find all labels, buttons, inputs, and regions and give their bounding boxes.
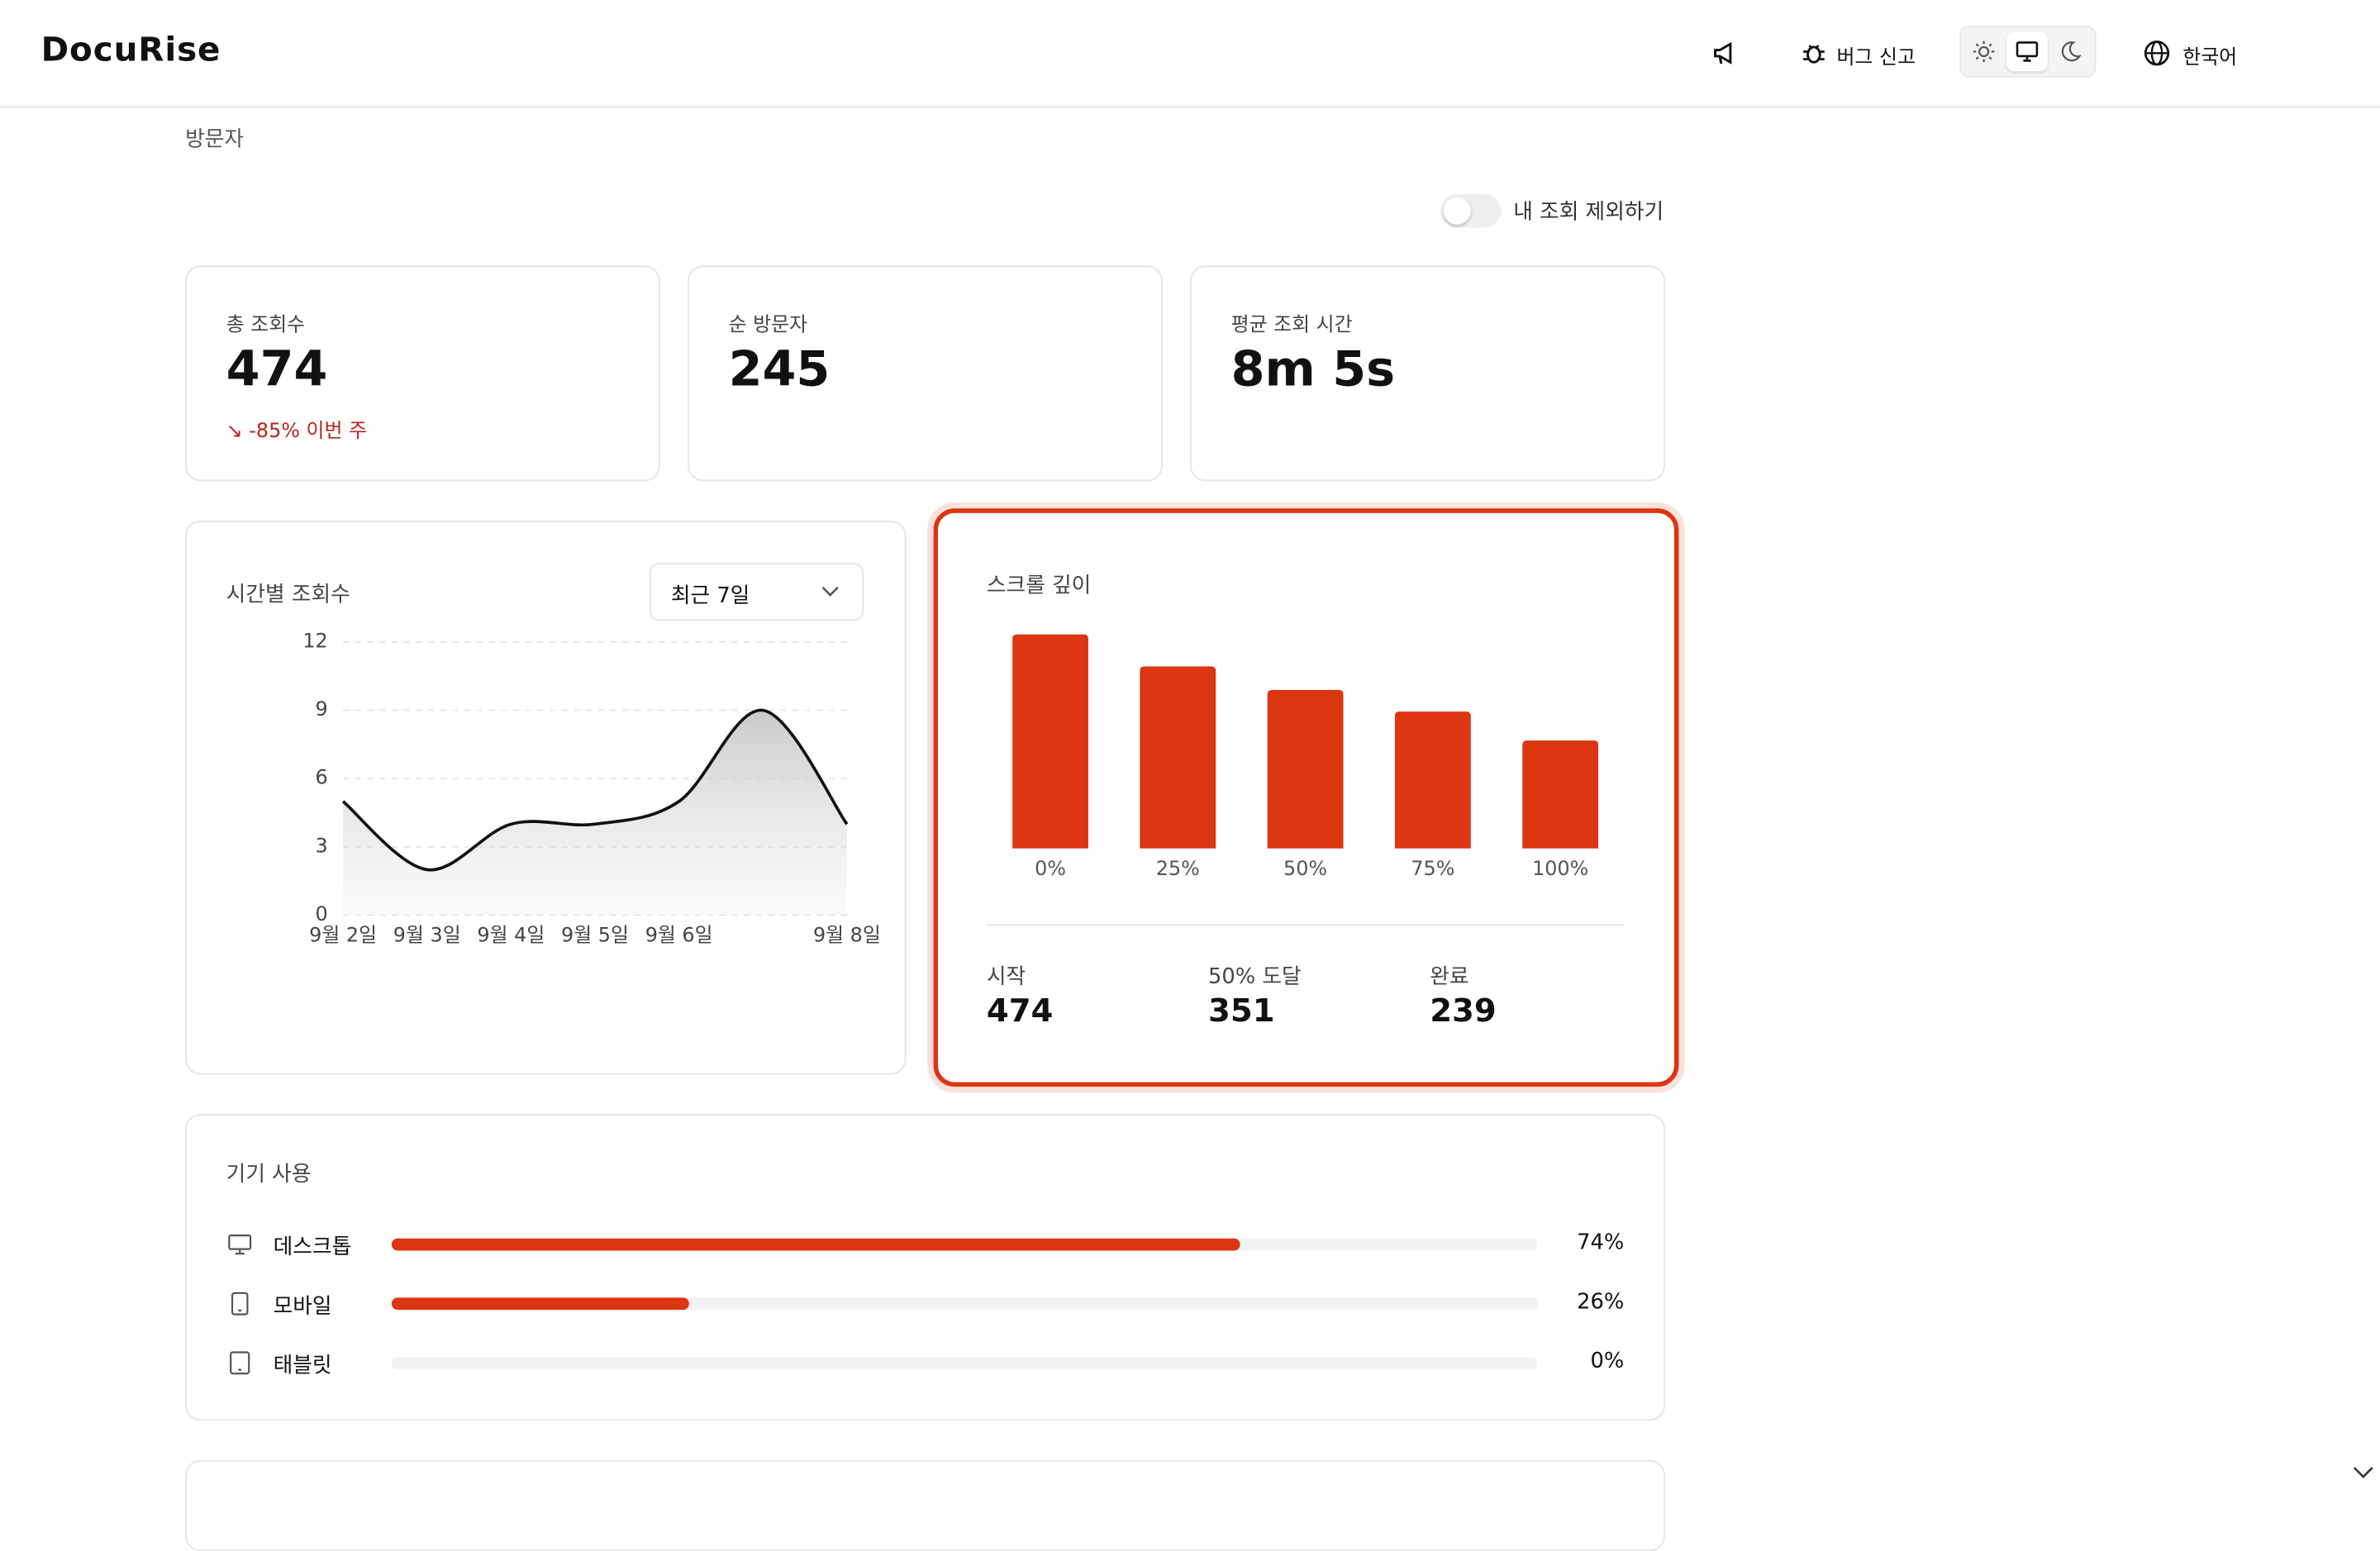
x-tick-label: 0% [1035,857,1066,880]
x-tick-label: 9월 6일 [645,924,713,947]
bar [1522,740,1599,849]
device-icon [228,1232,252,1256]
toggle-label: 내 조회 제외하기 [1513,200,1664,225]
scroll-stat-value: 351 [1208,992,1275,1030]
device-name: 모바일 [273,1294,332,1320]
bug-icon[interactable] [1800,40,1827,67]
stat-label: 평균 조회 시간 [1230,314,1353,337]
stat-change: ↘ -85% 이번 주 [226,420,368,444]
device-track [391,1297,1538,1311]
toggle[interactable] [1440,194,1502,228]
x-tick-label: 9월 4일 [477,924,545,947]
device-icon [228,1292,252,1315]
stat-change-text: -85% 이번 주 [249,420,368,444]
stat-card: 평균 조회 시간 8m 5s [1190,265,1665,482]
y-tick-label: 6 [316,766,328,789]
chart-title: 스크롤 깊이 [986,573,1092,598]
y-tick-label: 3 [316,834,328,857]
device-bar [391,1297,690,1311]
bar [1012,634,1088,849]
x-tick-label: 9월 2일 [309,924,377,947]
bug-report[interactable]: 버그 신고 [1836,46,1916,70]
x-tick-label: 100% [1532,857,1588,880]
bar [1140,666,1216,849]
x-tick-label: 9월 3일 [393,924,461,947]
scroll-stat-label: 시작 [986,965,1026,990]
device-track [391,1238,1538,1251]
scroll-stat-label: 50% 도달 [1208,965,1302,990]
device-percent: 0% [1590,1349,1625,1374]
device-track [391,1357,1538,1369]
charts: 0 3 6 9 12 9월 2일 9월 3일 9월 4일 9월 5일 9월 6일 9월 8일 0% 25… [302,629,1599,947]
device-name: 데스크톱 [273,1235,352,1260]
stat-card: 총 조회수 474 ↘ -85% 이번 주 [185,265,660,482]
x-tick-label: 75% [1411,857,1454,880]
announce-icon[interactable] [1711,40,1738,67]
stat-value: 474 [226,340,328,398]
device-name: 태블릿 [273,1354,332,1378]
scroll-chevron [2353,1467,2373,1478]
range-select-text: 최근 7일 [670,584,750,609]
device-percent: 26% [1577,1290,1625,1315]
device-bar [391,1238,1240,1251]
device-title: 기기 사용 [226,1162,312,1187]
header [0,0,2380,108]
language[interactable]: 한국어 [2182,46,2238,70]
dark-icon[interactable] [2059,41,2082,63]
chart-title: 시간별 조회수 [226,583,350,607]
stat-label: 총 조회수 [226,314,306,337]
globe-icon[interactable] [2143,40,2170,67]
range-select[interactable]: 최근 7일 [650,563,864,621]
light-icon[interactable] [1973,40,1995,63]
page-title: 방문자 [185,127,245,152]
chevron [821,586,839,597]
x-tick-label: 25% [1156,857,1200,880]
device-card: 기기 사용 데스크톱 74% 모바일 26% 태블릿 0% [185,1114,1665,1421]
device-icon [228,1351,252,1375]
stat-label: 순 방문자 [728,314,808,337]
stat-value: 245 [728,340,831,398]
y-tick-label: 9 [316,697,328,721]
x-tick-label: 9월 5일 [561,924,629,947]
x-tick-label: 9월 8일 [813,924,881,947]
scroll-stat-label: 완료 [1430,965,1469,990]
logo[interactable]: DocuRise [40,31,221,70]
scroll-stat-value: 239 [1430,992,1497,1030]
x-tick-label: 50% [1283,857,1327,880]
area [343,710,847,916]
system-icon [2016,41,2039,62]
stat-card: 순 방문자 245 [688,265,1163,482]
device-percent: 74% [1577,1230,1625,1255]
line [341,708,849,872]
y-tick-label: 12 [302,629,327,652]
scroll-stat-value: 474 [986,992,1054,1030]
bar [1267,689,1344,849]
system-theme[interactable] [2006,31,2048,72]
stat-value: 8m 5s [1230,340,1396,398]
bar [1394,711,1471,849]
divider [986,924,1625,926]
y-tick-label: 0 [316,902,328,925]
